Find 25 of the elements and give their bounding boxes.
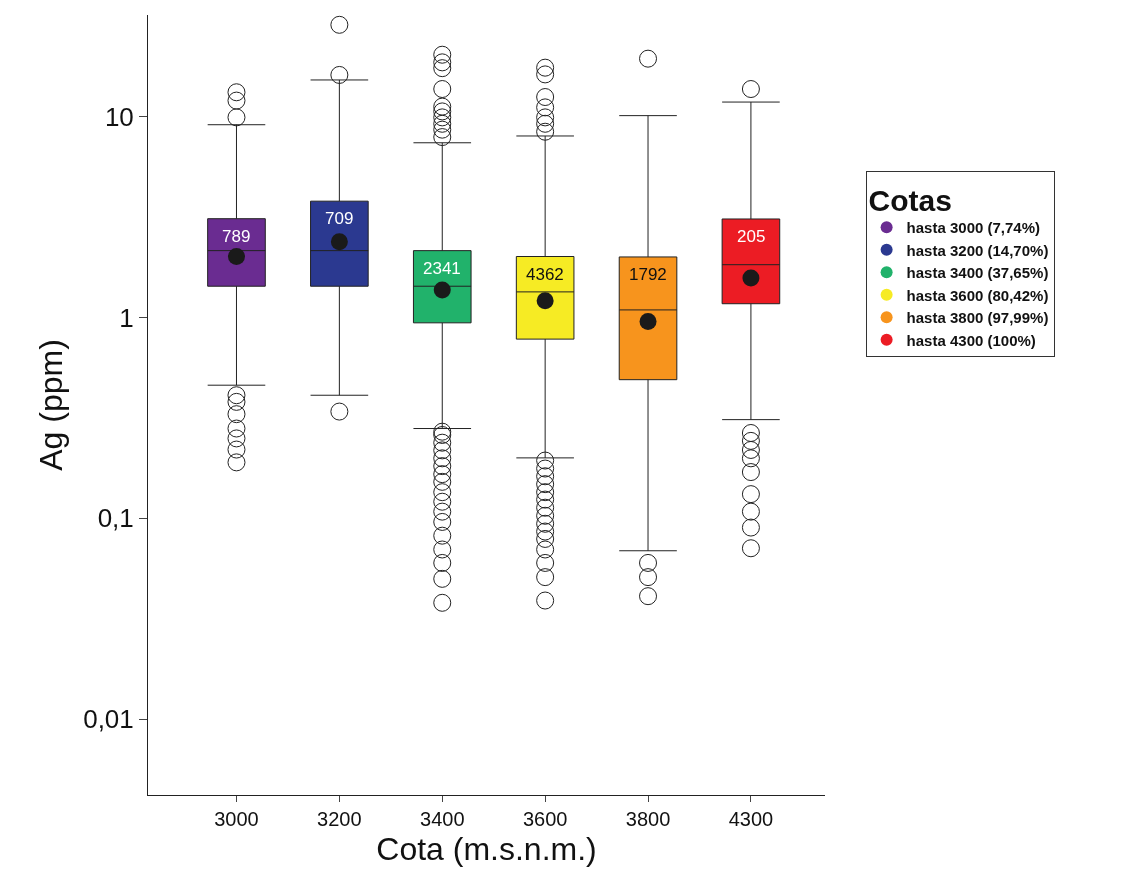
annotation: 1792 [629, 265, 667, 284]
y-axis-title: Ag (ppm) [33, 339, 70, 471]
legend-label: hasta 3200 (14,70%) [906, 241, 1049, 259]
x-axis-title: Cota (m.s.n.m.) [376, 830, 597, 867]
x-tick-label: 3800 [625, 808, 671, 830]
y-tick-label: 0,1 [97, 503, 134, 534]
x-tick-label: 4300 [728, 808, 774, 830]
legend-label: hasta 3800 (97,99%) [906, 309, 1049, 327]
legend-label: hasta 3600 (80,42%) [906, 286, 1049, 304]
y-tick-label: 1 [119, 302, 134, 333]
annotation: 789 [222, 227, 251, 246]
x-tick-label: 3000 [214, 808, 259, 830]
x-tick-label: 3600 [522, 808, 568, 830]
legend-label: hasta 3000 (7,74%) [906, 219, 1041, 237]
legend-label: hasta 4300 (100%) [906, 331, 1036, 349]
annotation: 205 [737, 227, 766, 246]
legend-label: hasta 3400 (37,65%) [906, 264, 1049, 282]
y-tick-label: 10 [104, 101, 134, 132]
y-tick-label: 0,01 [83, 704, 134, 735]
annotation: 2341 [423, 259, 461, 278]
annotation: 709 [325, 209, 354, 228]
x-tick-label: 3400 [420, 808, 465, 830]
annotation: 4362 [526, 265, 564, 284]
x-tick-label: 3200 [317, 808, 362, 830]
legend-title: Cotas [868, 184, 952, 217]
